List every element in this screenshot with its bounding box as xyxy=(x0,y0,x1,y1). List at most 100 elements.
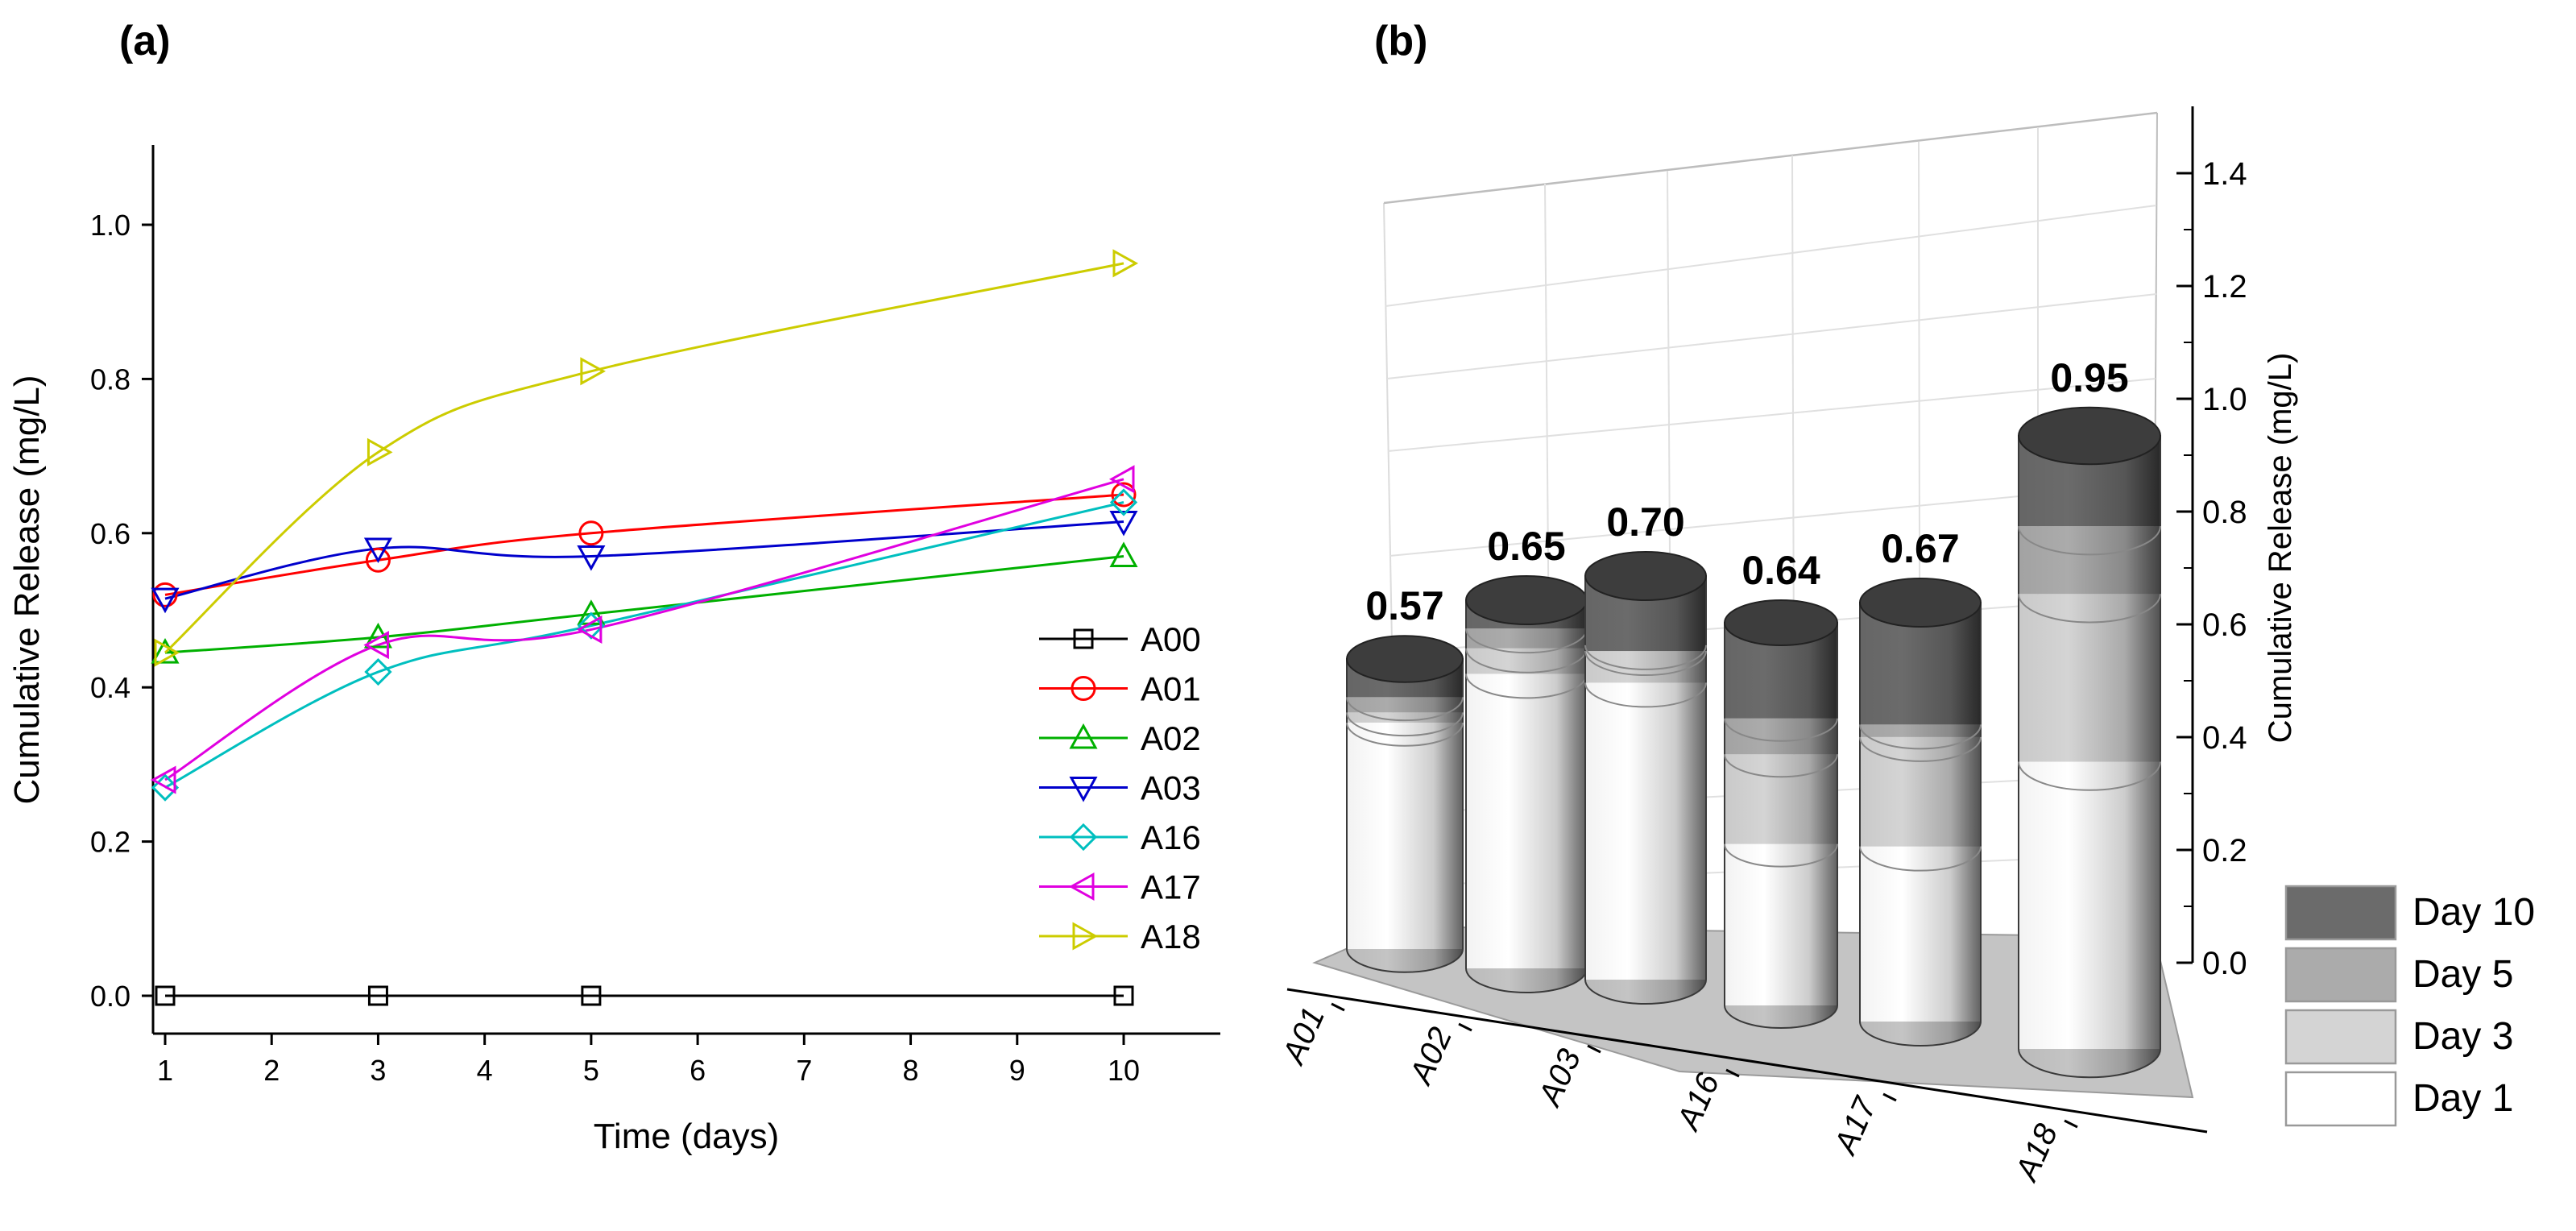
panel-b-label: (b) xyxy=(1374,18,1427,64)
cylinder-band-edge xyxy=(1859,724,1982,750)
line-chart-axes xyxy=(151,145,1220,1035)
data-point-a00 xyxy=(1113,985,1134,1006)
x-tick-label: 5 xyxy=(583,1054,599,1087)
legend-label-a18: A18 xyxy=(1141,918,1201,955)
right-axis-tick-label: 0.2 xyxy=(2202,833,2247,868)
category-axis xyxy=(1286,988,2208,1134)
cylinder-total-label-a16: 0.64 xyxy=(1741,548,1820,593)
y-axis-title: Cumulative Release (mg/L) xyxy=(7,375,47,804)
category-label-a17: A17 xyxy=(1827,1091,1884,1160)
x-tick-label: 10 xyxy=(1108,1054,1140,1087)
cylinder-a16: 0.64 xyxy=(1724,548,1838,1029)
y-tick-label: 1.0 xyxy=(90,209,130,242)
legend-marker-a02 xyxy=(1069,723,1098,749)
right-axis-title: Cumulative Release (mg/L) xyxy=(2263,353,2298,744)
series-line-a16 xyxy=(164,501,1124,789)
legend-marker-a00 xyxy=(1073,628,1094,649)
cylinder-total-label-a17: 0.67 xyxy=(1881,526,1959,571)
data-point-a17 xyxy=(363,631,389,660)
data-point-a17 xyxy=(576,615,603,644)
category-label-a03: A03 xyxy=(1531,1044,1588,1113)
data-point-a00 xyxy=(155,985,176,1006)
y-tick-label: 0.6 xyxy=(90,517,130,550)
legend-marker-a18 xyxy=(1072,922,1099,951)
cylinder-chart-panel-b: 0.0 0.2 0.4 0.6 0.8 1.0 1.2 1.4 Cumulative Rele… xyxy=(1275,106,2535,1187)
data-point-a17 xyxy=(150,765,176,794)
data-point-a16 xyxy=(364,657,392,686)
cylinder-top xyxy=(1859,578,1982,628)
category-label-a01: A01 xyxy=(1275,1002,1331,1071)
right-axis-tick-label: 0.0 xyxy=(2202,946,2247,981)
category-label-a18: A18 xyxy=(2008,1118,2065,1187)
cylinder-top xyxy=(1584,551,1707,601)
y-tick-label: 0.0 xyxy=(90,980,130,1013)
back-wall-gridline xyxy=(1387,378,2156,452)
data-point-a01 xyxy=(1111,482,1137,508)
data-point-a03 xyxy=(1109,510,1138,537)
panel-a-label: (a) xyxy=(119,18,171,64)
cylinder-top xyxy=(2018,406,2161,466)
category-tick xyxy=(1458,1022,1472,1032)
legend-label-a16: A16 xyxy=(1141,819,1201,856)
cylinder-total-label-a03: 0.70 xyxy=(1606,499,1684,545)
cylinder-top xyxy=(1724,599,1838,646)
marker-group xyxy=(150,249,1139,1006)
legend-swatch-day-5 xyxy=(2284,947,2397,1003)
line-chart-legend: A00 A01 A02 A03 A16 A17 A18 xyxy=(1039,620,1201,955)
legend-label-a01: A01 xyxy=(1141,670,1201,708)
data-point-a18 xyxy=(154,638,180,667)
data-point-a17 xyxy=(1108,465,1135,494)
data-point-a16 xyxy=(1109,488,1138,516)
legend-marker-a03 xyxy=(1069,777,1098,802)
cylinder-band-edge xyxy=(2018,526,2161,556)
category-tick xyxy=(1725,1068,1740,1078)
category-label-a16: A16 xyxy=(1670,1067,1726,1136)
data-point-a01 xyxy=(365,547,391,573)
x-tick-label: 6 xyxy=(690,1054,706,1087)
right-axis-tick-label: 0.4 xyxy=(2202,720,2247,756)
cylinder-band-edge xyxy=(1584,645,1707,670)
legend-label-day-5: Day 5 xyxy=(2412,953,2513,996)
cylinder-a03: 0.70 xyxy=(1584,499,1707,1005)
cylinder-band-edge xyxy=(1584,651,1707,677)
back-wall-edge-top xyxy=(1383,111,2158,205)
cylinder-band-edge xyxy=(1465,648,1588,674)
legend-marker-a16 xyxy=(1069,823,1098,852)
cylinder-shading xyxy=(2018,435,2161,1079)
line-chart-panel-a: 1 2 3 4 5 6 7 8 9 10 0.0 0.2 0.4 0.6 0.8 1.0 Time (day… xyxy=(7,145,1220,1156)
data-point-a18 xyxy=(1112,249,1139,278)
right-axis-tick-label: 1.4 xyxy=(2202,156,2247,192)
legend-label-a03: A03 xyxy=(1141,769,1201,807)
right-axis-tick-label: 0.6 xyxy=(2202,607,2247,643)
category-tick xyxy=(1587,1044,1601,1054)
y-ticks: 0.0 0.2 0.4 0.6 0.8 1.0 xyxy=(90,209,153,1013)
legend-label-a02: A02 xyxy=(1141,719,1201,757)
cylinder-a02: 0.65 xyxy=(1465,524,1588,993)
cylinder-band-edge xyxy=(1584,682,1707,708)
cylinder-band-edge xyxy=(1859,846,1982,872)
cylinder-total-label-a01: 0.57 xyxy=(1365,583,1443,628)
legend-swatch-day-3 xyxy=(2284,1009,2397,1065)
cylinder-shading xyxy=(1724,622,1838,1029)
series-line-a18 xyxy=(164,262,1124,654)
series-line-a02 xyxy=(164,555,1124,654)
legend-swatch-day-1 xyxy=(2284,1071,2397,1127)
cylinder-band-edge xyxy=(2018,594,2161,624)
right-value-axis: 0.0 0.2 0.4 0.6 0.8 1.0 1.2 1.4 xyxy=(2176,106,2247,981)
legend-label-day-1: Day 1 xyxy=(2412,1077,2513,1120)
cylinder-shading xyxy=(1859,602,1982,1047)
legend-label-day-3: Day 3 xyxy=(2412,1015,2513,1058)
legend-label-a17: A17 xyxy=(1141,868,1201,906)
category-tick xyxy=(1882,1092,1897,1102)
cylinder-top xyxy=(1346,635,1464,683)
cylinder-band-edge xyxy=(2018,761,2161,791)
y-tick-label: 0.4 xyxy=(90,671,130,704)
x-tick-label: 2 xyxy=(263,1054,280,1087)
cylinder-band-edge xyxy=(1724,754,1838,778)
data-point-a16 xyxy=(577,611,606,640)
legend-swatch-day-10 xyxy=(2284,885,2397,941)
x-tick-label: 1 xyxy=(157,1054,173,1087)
right-axis-tick-label: 1.2 xyxy=(2202,269,2247,305)
data-point-a03 xyxy=(151,587,180,614)
